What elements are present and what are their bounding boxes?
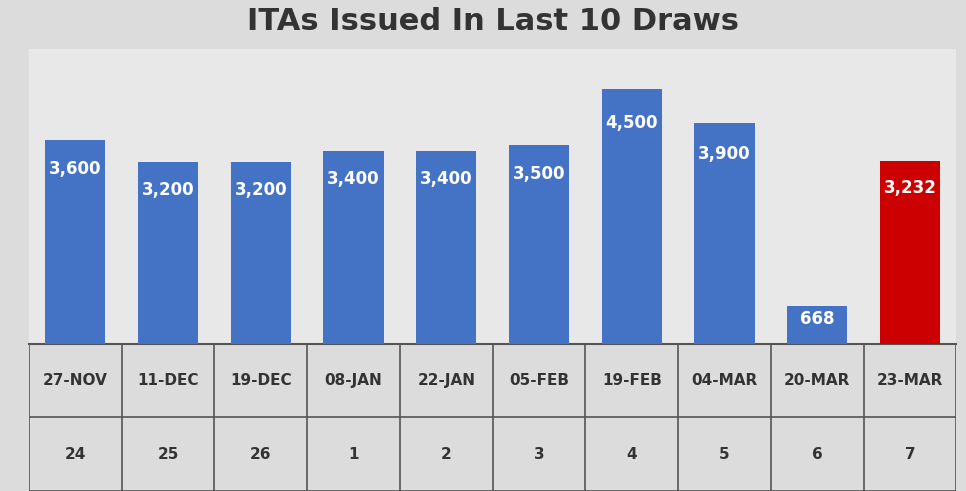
Bar — [509, 145, 569, 344]
Text: 25: 25 — [157, 447, 179, 462]
Text: 3,200: 3,200 — [235, 181, 287, 198]
Text: 4: 4 — [627, 447, 637, 462]
Text: 22-JAN: 22-JAN — [417, 373, 475, 388]
Text: 3,500: 3,500 — [513, 165, 565, 183]
Bar — [138, 163, 198, 344]
Text: 04-MAR: 04-MAR — [692, 373, 757, 388]
Text: 23-MAR: 23-MAR — [877, 373, 943, 388]
Text: 3: 3 — [534, 447, 544, 462]
Text: 4,500: 4,500 — [606, 114, 658, 132]
Text: 26: 26 — [250, 447, 271, 462]
Text: 24: 24 — [65, 447, 86, 462]
Text: 1: 1 — [349, 447, 358, 462]
Text: 3,200: 3,200 — [142, 181, 194, 198]
Text: 3,600: 3,600 — [49, 160, 101, 178]
Text: 5: 5 — [720, 447, 729, 462]
Text: 11-DEC: 11-DEC — [137, 373, 199, 388]
Text: 6: 6 — [811, 447, 823, 462]
Text: 19-FEB: 19-FEB — [602, 373, 662, 388]
Bar — [324, 151, 384, 344]
Text: 19-DEC: 19-DEC — [230, 373, 292, 388]
Bar — [695, 123, 754, 344]
Text: 2: 2 — [440, 447, 452, 462]
Text: 08-JAN: 08-JAN — [325, 373, 383, 388]
Text: 3,400: 3,400 — [420, 170, 472, 189]
Bar — [45, 140, 105, 344]
Text: 05-FEB: 05-FEB — [509, 373, 569, 388]
Text: 27-NOV: 27-NOV — [43, 373, 108, 388]
Text: 20-MAR: 20-MAR — [784, 373, 850, 388]
Bar — [880, 161, 940, 344]
Bar — [416, 151, 476, 344]
Text: 7: 7 — [905, 447, 915, 462]
Text: 3,900: 3,900 — [698, 145, 751, 163]
Bar — [231, 163, 291, 344]
Bar — [602, 89, 662, 344]
Bar — [787, 306, 847, 344]
Text: 3,232: 3,232 — [884, 179, 936, 197]
Title: ITAs Issued In Last 10 Draws: ITAs Issued In Last 10 Draws — [246, 7, 739, 36]
Text: 3,400: 3,400 — [327, 170, 380, 189]
Text: 668: 668 — [800, 310, 835, 327]
